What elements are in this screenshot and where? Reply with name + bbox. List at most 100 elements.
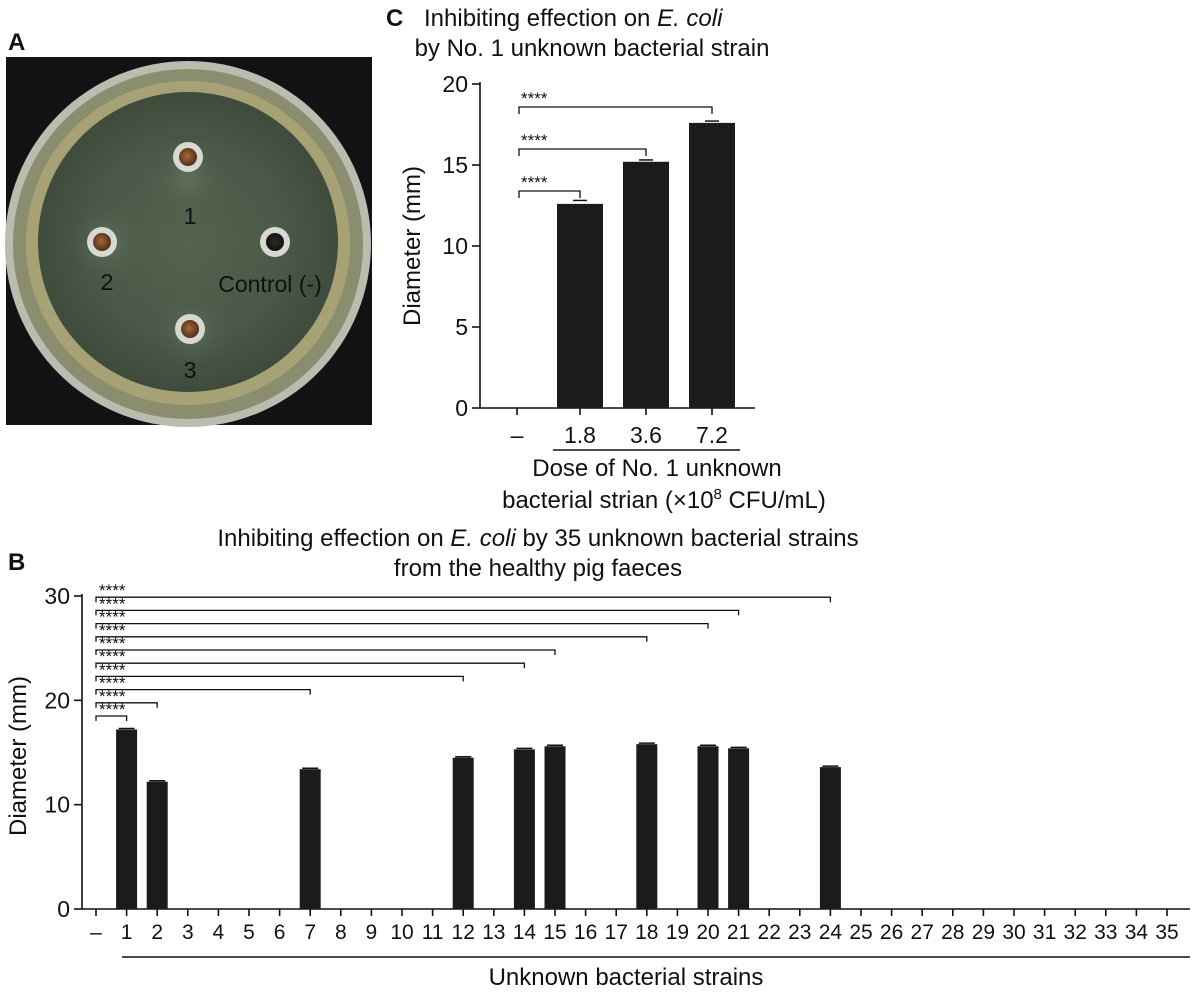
chart-b-xtick-label: 31	[1033, 921, 1056, 944]
well-label-1: 1	[184, 203, 197, 229]
chart-c-title-italic: E. coli	[657, 5, 723, 32]
chart-b-xtick-label: 10	[390, 921, 413, 944]
chart-b-bar	[728, 748, 750, 909]
chart-c-xlabel-line2: bacterial strian (×108 CFU/mL)	[502, 486, 826, 514]
chart-b-ytick-label: 20	[44, 687, 70, 713]
panel-c-chart: C Inhibiting effection on E. coli by No.…	[386, 5, 826, 514]
chart-b-xtick-label: 13	[482, 921, 505, 944]
chart-b-bar	[452, 757, 474, 909]
chart-b-xtick-label: 27	[911, 921, 934, 944]
chart-b-xtick-label: 6	[274, 921, 286, 944]
chart-c-significance-bracket	[518, 106, 713, 114]
chart-b-significance-label: ****	[99, 687, 126, 706]
chart-b-significance-label: ****	[99, 700, 126, 719]
chart-b-xtick-label: 14	[513, 921, 537, 944]
chart-b-significance-bracket	[95, 636, 648, 642]
chart-c-significance-bracket	[518, 148, 647, 156]
chart-c-significance-label: ****	[521, 89, 548, 108]
chart-c-ytick-label: 0	[455, 395, 468, 421]
chart-b-significance-bracket	[95, 688, 311, 695]
chart-b-xtick-label: 32	[1064, 921, 1087, 944]
chart-b-bar	[299, 769, 321, 909]
panel-a-letter: A	[8, 29, 25, 56]
chart-c-xlabel-line1: Dose of No. 1 unknown	[532, 455, 781, 482]
chart-c-significance-bracket	[518, 190, 581, 198]
chart-b-significance-bracket	[95, 715, 128, 721]
chart-c-xtick-label: 7.2	[696, 422, 728, 448]
chart-b-xtick-label: 11	[422, 921, 444, 944]
chart-b-xtick-label: 2	[151, 921, 163, 944]
chart-c-xtick-label: –	[511, 422, 524, 448]
petri-dish-photo: 1 2 Control (-) 3	[5, 57, 372, 427]
chart-c-bar	[557, 203, 603, 408]
chart-b-xtick-label: 29	[972, 921, 995, 944]
chart-b-xtick-label: 33	[1094, 921, 1117, 944]
agar-plate	[38, 92, 338, 392]
chart-b-xtick-label: 3	[182, 921, 194, 944]
chart-b-xtick-label: 15	[543, 921, 566, 944]
well-label-control: Control (-)	[218, 271, 322, 297]
well-label-3: 3	[184, 357, 197, 383]
panel-b-chart: B Inhibiting effection on E. coli by 35 …	[5, 525, 1190, 991]
chart-c-marks: 0 5 10 15 20 – 1.8 3.6 7.2 **** **** ****	[442, 71, 755, 451]
chart-c-title-line1: Inhibiting effection on E. coli	[424, 5, 723, 32]
well-1	[173, 142, 203, 172]
panel-c-letter: C	[386, 5, 403, 32]
chart-c-bar	[623, 161, 669, 408]
chart-b-xtick-label: 25	[849, 921, 872, 944]
chart-b-xtick-label: 9	[366, 921, 378, 944]
chart-b-xtick-label: 16	[574, 921, 597, 944]
chart-b-significance-label: ****	[99, 621, 126, 640]
chart-c-title-prefix: Inhibiting effection on	[424, 5, 657, 32]
chart-b-significance-label: ****	[99, 674, 126, 693]
chart-c-ytick-label: 5	[455, 314, 468, 340]
chart-b-significance-bracket	[95, 609, 740, 616]
chart-b-bar	[636, 744, 658, 909]
chart-c-xtick-label: 3.6	[630, 422, 662, 448]
panel-b-letter: B	[8, 549, 25, 576]
chart-b-xtick-label: 12	[452, 921, 475, 944]
chart-b-significance-bracket	[95, 649, 556, 655]
chart-b-significance-bracket	[95, 622, 709, 629]
chart-b-xtick-label: 35	[1155, 921, 1178, 944]
chart-b-xtick-label: 20	[696, 921, 719, 944]
chart-c-significance-label: ****	[521, 131, 548, 150]
chart-b-significance-label: ****	[99, 647, 126, 666]
chart-b-significance-bracket	[95, 702, 158, 708]
chart-b-bar	[544, 746, 566, 909]
chart-c-significance-label: ****	[521, 173, 548, 192]
chart-b-xlabel: Unknown bacterial strains	[489, 964, 764, 991]
chart-b-xtick-label: 23	[788, 921, 811, 944]
chart-b-significance-label: ****	[99, 660, 126, 679]
chart-b-bar	[146, 781, 168, 909]
well-2	[87, 227, 117, 257]
chart-b-ytick-label: 10	[44, 792, 70, 818]
chart-c-ytick-label: 20	[442, 71, 468, 97]
well-control	[260, 227, 290, 257]
chart-b-ylabel: Diameter (mm)	[5, 676, 32, 836]
chart-b-significance-label: ****	[99, 594, 126, 613]
chart-b-xtick-label: 22	[758, 921, 781, 944]
chart-c-bar	[689, 122, 735, 408]
chart-b-ytick-label: 0	[57, 896, 70, 922]
well-label-2: 2	[101, 269, 114, 295]
panel-a: A 1	[5, 29, 372, 427]
chart-b-xtick-label: 21	[727, 921, 750, 944]
chart-b-xtick-label: 18	[635, 921, 658, 944]
chart-c-xtick-label: 1.8	[564, 422, 596, 448]
chart-c-title-line2: by No. 1 unknown bacterial strain	[415, 35, 770, 62]
chart-b-significance-label: ****	[99, 634, 126, 653]
chart-c-ytick-label: 15	[442, 152, 468, 178]
chart-b-ytick-label: 30	[44, 583, 70, 609]
chart-c-ylabel: Diameter (mm)	[399, 166, 426, 326]
chart-b-bar	[697, 746, 719, 909]
chart-b-xtick-label: 7	[304, 921, 316, 944]
chart-b-xtick-label: 17	[605, 921, 628, 944]
chart-b-significance-bracket	[95, 675, 464, 682]
chart-b-bar	[116, 729, 138, 909]
chart-b-xtick-label: 34	[1125, 921, 1149, 944]
chart-b-significance-label: ****	[99, 581, 126, 600]
chart-b-title-line2: from the healthy pig faeces	[394, 555, 682, 582]
